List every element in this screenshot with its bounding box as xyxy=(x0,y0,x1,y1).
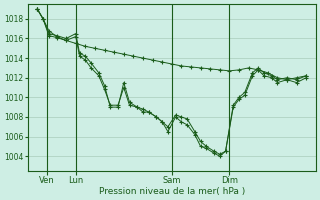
X-axis label: Pression niveau de la mer( hPa ): Pression niveau de la mer( hPa ) xyxy=(99,187,245,196)
